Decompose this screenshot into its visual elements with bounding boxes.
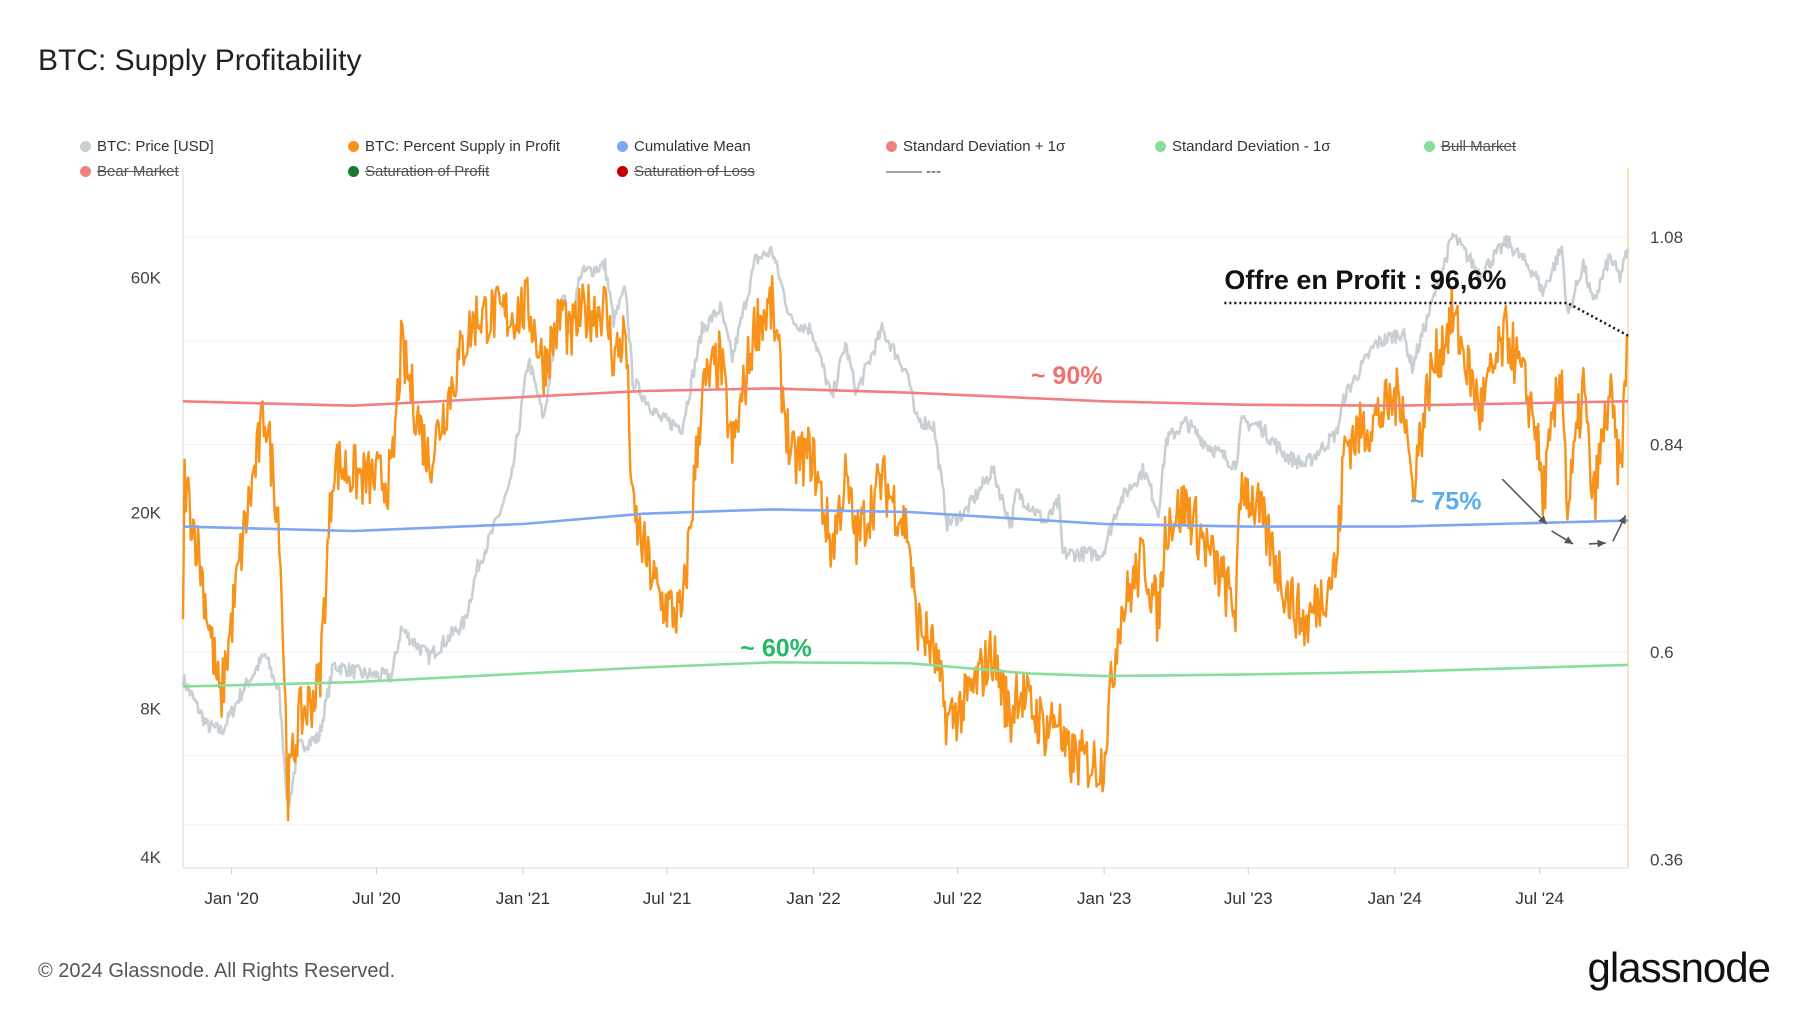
left-axis-tick-label: 60K xyxy=(131,268,162,287)
x-axis-tick-label: Jan '24 xyxy=(1368,889,1422,908)
legend-item-std-minus[interactable]: Standard Deviation - 1σ xyxy=(1155,138,1331,155)
left-axis-tick-label: 20K xyxy=(131,504,162,523)
annotation-label: Offre en Profit : 96,6% xyxy=(1224,265,1506,295)
legend-item-bull-market[interactable]: Bull Market xyxy=(1424,138,1516,155)
legend-dot xyxy=(80,166,91,177)
legend-item-price[interactable]: BTC: Price [USD] xyxy=(80,138,214,155)
left-axis-tick-label: 8K xyxy=(140,700,161,719)
legend-label: Cumulative Mean xyxy=(634,138,751,155)
legend-item-bear-market[interactable]: Bear Market xyxy=(80,163,179,180)
right-axis-tick-label: 0.36 xyxy=(1650,850,1683,869)
glassnode-logo: glassnode xyxy=(1587,944,1771,991)
legend-item-std-plus[interactable]: Standard Deviation + 1σ xyxy=(886,138,1065,155)
series-line-standard-deviation-1- xyxy=(182,661,1629,688)
copyright-footer: © 2024 Glassnode. All Rights Reserved. xyxy=(38,960,396,982)
legend: BTC: Price [USD] BTC: Percent Supply in … xyxy=(80,138,1640,188)
x-axis-tick-label: Jan '22 xyxy=(786,889,840,908)
legend-label: Bull Market xyxy=(1441,138,1517,155)
x-axis-tick-label: Jan '21 xyxy=(496,889,550,908)
legend-line-swatch xyxy=(886,170,922,173)
legend-label: Standard Deviation - 1σ xyxy=(1172,138,1331,155)
legend-dot xyxy=(886,141,897,152)
legend-dot xyxy=(348,141,359,152)
legend-dot xyxy=(80,141,91,152)
legend-item-saturation-loss[interactable]: Saturation of Loss xyxy=(617,163,755,180)
annotation-arrowhead xyxy=(1564,536,1574,544)
legend-dot xyxy=(617,166,628,177)
legend-label: Saturation of Loss xyxy=(634,163,755,180)
legend-dot xyxy=(617,141,628,152)
annotation-arrowhead xyxy=(1538,515,1547,525)
legend-item-cumulative-mean[interactable]: Cumulative Mean xyxy=(617,138,751,155)
legend-label: BTC: Percent Supply in Profit xyxy=(365,138,561,155)
series-line-standard-deviation-1- xyxy=(182,387,1629,407)
annotation-arrow xyxy=(1501,478,1548,525)
series-line-btc-price-usd- xyxy=(181,232,1630,808)
legend-item-supply-profit[interactable]: BTC: Percent Supply in Profit xyxy=(348,138,560,155)
right-axis-tick-label: 1.08 xyxy=(1650,228,1683,247)
annotation-label: ~ 90% xyxy=(1031,362,1103,390)
legend-dot xyxy=(1155,141,1166,152)
x-axis-tick-label: Jan '20 xyxy=(204,889,258,908)
x-axis-tick-label: Jul '24 xyxy=(1515,889,1564,908)
series-line-cumulative-mean xyxy=(182,508,1629,533)
legend-dot xyxy=(348,166,359,177)
legend-dot xyxy=(1424,141,1435,152)
x-axis-tick-label: Jul '23 xyxy=(1224,889,1273,908)
legend-label: BTC: Price [USD] xyxy=(97,138,214,155)
legend-label: Bear Market xyxy=(97,163,179,180)
legend-item-dashed[interactable]: --- xyxy=(886,163,941,180)
left-axis-tick-label: 4K xyxy=(140,848,161,867)
chart-title: BTC: Supply Profitability xyxy=(38,44,362,77)
legend-item-saturation-profit[interactable]: Saturation of Profit xyxy=(348,163,489,180)
x-axis-tick-label: Jul '21 xyxy=(643,889,692,908)
x-axis-tick-label: Jul '20 xyxy=(352,889,401,908)
x-axis-tick-label: Jul '22 xyxy=(933,889,982,908)
annotation-label: ~ 75% xyxy=(1410,487,1482,515)
legend-label: --- xyxy=(926,163,941,180)
annotation-label: ~ 60% xyxy=(740,634,812,662)
annotation-arrowhead xyxy=(1597,539,1606,548)
x-axis-tick-label: Jan '23 xyxy=(1077,889,1131,908)
series-line-btc-percent-supply-in-profit xyxy=(181,275,1629,822)
right-axis-tick-label: 0.6 xyxy=(1650,643,1674,662)
right-axis-tick-label: 0.84 xyxy=(1650,436,1683,455)
annotation-arrowhead xyxy=(1618,515,1626,525)
legend-label: Standard Deviation + 1σ xyxy=(903,138,1066,155)
legend-label: Saturation of Profit xyxy=(365,163,490,180)
